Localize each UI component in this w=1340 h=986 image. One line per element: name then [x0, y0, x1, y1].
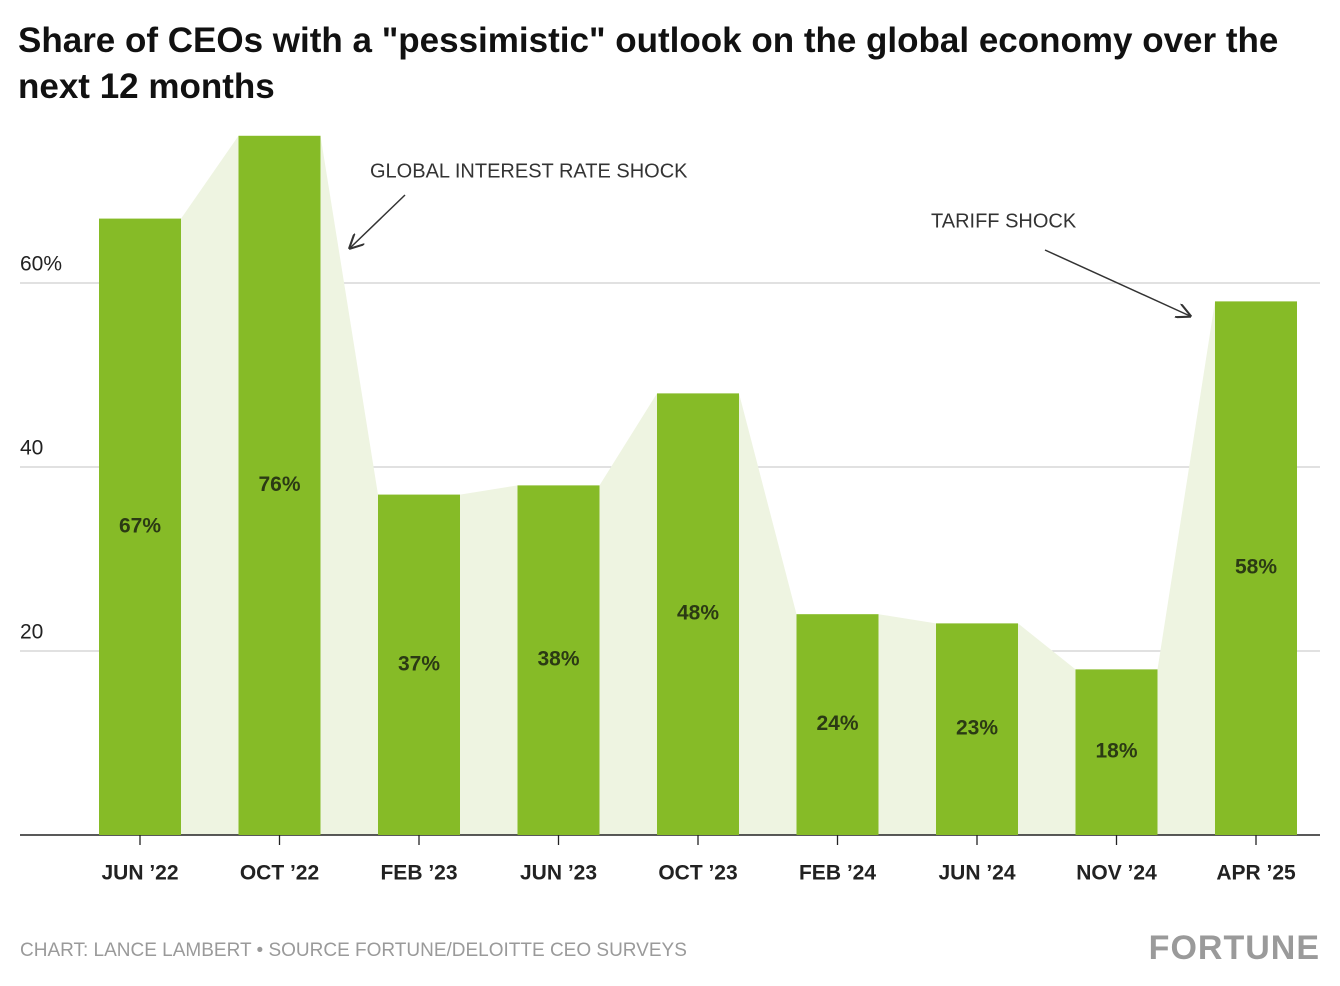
bar: [936, 623, 1018, 835]
x-tick-label: OCT ’22: [240, 862, 319, 885]
x-tick-label: APR ’25: [1216, 862, 1296, 885]
value-label: 76%: [258, 473, 300, 496]
bar: [1075, 669, 1158, 835]
value-label: 67%: [119, 514, 161, 537]
title-box: Share of CEOs with a "pessimistic" outlo…: [18, 21, 1279, 106]
x-tick-label: NOV ’24: [1076, 862, 1157, 885]
x-tick-label: JUN ’24: [938, 862, 1015, 885]
value-label: 38%: [537, 648, 579, 671]
footer: CHART: LANCE LAMBERT • SOURCE FORTUNE/DE…: [20, 940, 687, 961]
y-tick-label: 20: [20, 621, 43, 644]
x-tick-label: OCT ’23: [658, 862, 737, 885]
chart-title: Share of CEOs with a "pessimistic" outlo…: [18, 21, 1279, 106]
annotation-arrow: [350, 194, 406, 248]
value-label: 23%: [956, 717, 998, 740]
bar: [517, 485, 600, 835]
annotation-arrow: [1044, 249, 1190, 316]
bar: [378, 494, 460, 835]
value-label: 48%: [677, 602, 719, 625]
bar: [238, 135, 321, 836]
value-label: 18%: [1095, 740, 1137, 763]
x-tick-label: FEB ’24: [799, 862, 876, 885]
value-label: 58%: [1235, 556, 1277, 579]
bar: [99, 218, 181, 836]
bar: [1215, 301, 1297, 835]
x-tick-label: JUN ’23: [520, 862, 597, 885]
bar: [657, 393, 739, 835]
x-tick-label: JUN ’22: [101, 862, 178, 885]
bar: [796, 614, 879, 835]
value-label: 37%: [398, 652, 440, 675]
x-tick-label: FEB ’23: [380, 862, 457, 885]
y-tick-label: 60%: [20, 253, 62, 276]
brand-logo: FORTUNE: [1149, 929, 1320, 967]
annotation: TARIFF SHOCK: [931, 210, 1077, 232]
value-label: 24%: [816, 712, 858, 735]
annotation: GLOBAL INTEREST RATE SHOCK: [370, 160, 688, 182]
y-tick-label: 40: [20, 437, 43, 460]
